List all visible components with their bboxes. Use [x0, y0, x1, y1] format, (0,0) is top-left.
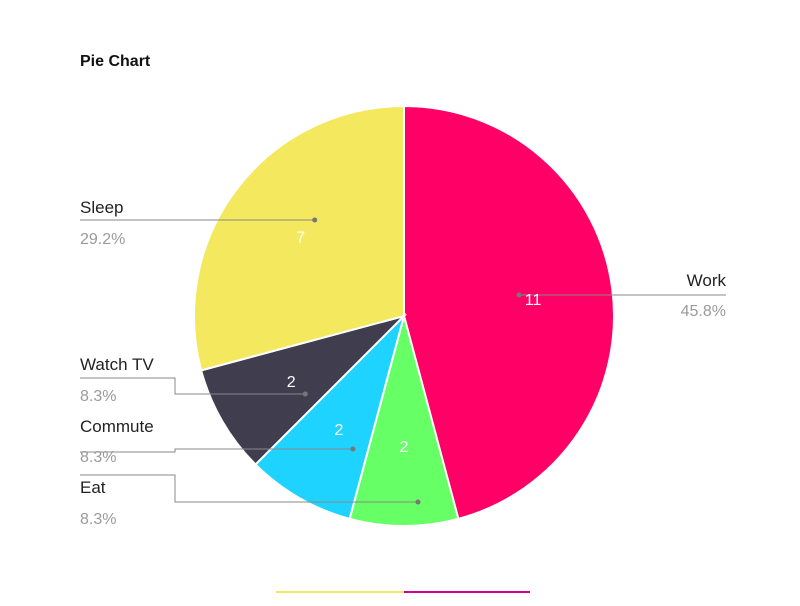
slice-name-label: Watch TV: [80, 355, 154, 374]
leader-dot: [302, 391, 308, 397]
leader-dot: [350, 446, 356, 452]
pie-slice-eat: [348, 312, 460, 527]
slice-value-label: 2: [400, 439, 409, 456]
slice-name-label: Eat: [80, 478, 106, 497]
pie-slice-sleep: [193, 104, 405, 372]
leader-line: [80, 474, 418, 503]
slice-labels: 11 Work 45.8% 2 Eat 8.3% 2 Commute 8.3% 2 Watch TV…: [80, 198, 726, 528]
slice-name-label: Sleep: [80, 198, 123, 217]
slice-value-label: 2: [287, 374, 296, 391]
leader-line: [80, 448, 353, 453]
pie-slice-watch-tv: [199, 314, 408, 466]
slice-percent-label: 8.3%: [80, 449, 116, 466]
leader-line: [80, 377, 306, 395]
slice-percent-label: 8.3%: [80, 511, 116, 528]
pie-slice-work: [403, 104, 615, 521]
slice-value-label: 11: [525, 292, 542, 309]
pie-slices: [193, 104, 615, 527]
leader-lines: [80, 217, 726, 505]
slice-value-label: 7: [296, 230, 305, 247]
slice-value-label: 2: [334, 422, 343, 439]
slice-name-label: Work: [687, 271, 727, 290]
chart-title: Pie Chart: [80, 53, 151, 70]
leader-dot: [516, 292, 522, 298]
slice-percent-label: 29.2%: [80, 231, 125, 248]
pie-slice-commute: [254, 312, 406, 521]
slice-percent-label: 45.8%: [681, 303, 726, 320]
leader-dot: [312, 217, 318, 223]
slice-name-label: Commute: [80, 417, 154, 436]
slice-percent-label: 8.3%: [80, 388, 116, 405]
leader-dot: [415, 499, 421, 505]
